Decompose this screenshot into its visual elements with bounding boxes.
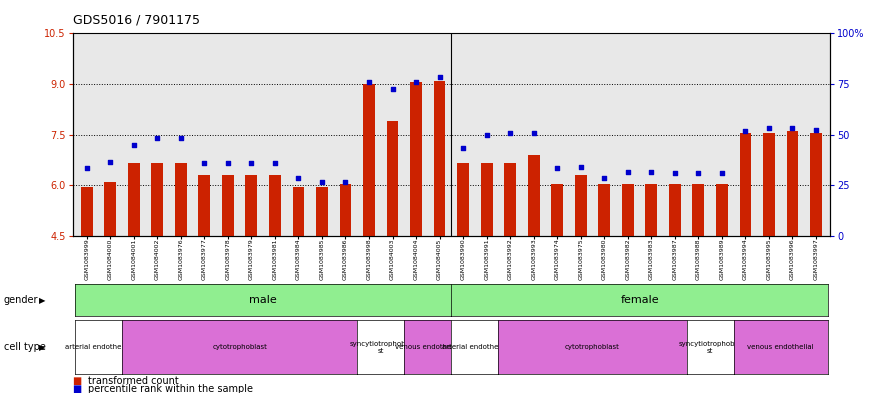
Bar [316, 187, 327, 236]
Point [597, 175, 612, 182]
Text: ■: ■ [73, 384, 81, 393]
Bar [340, 184, 351, 236]
Bar [810, 133, 822, 236]
Point [127, 141, 141, 148]
Point [150, 135, 165, 141]
Text: GDS5016 / 7901175: GDS5016 / 7901175 [73, 14, 200, 27]
Point [644, 169, 658, 175]
Point [691, 170, 705, 176]
Bar [645, 184, 658, 236]
Bar [245, 175, 258, 236]
Point [173, 135, 188, 141]
Text: percentile rank within the sample: percentile rank within the sample [88, 384, 253, 393]
Text: cytotrophoblast: cytotrophoblast [212, 344, 267, 350]
Bar [763, 133, 775, 236]
Text: syncytiotrophobla
st: syncytiotrophobla st [350, 340, 412, 354]
Bar [740, 133, 751, 236]
Bar [410, 82, 422, 236]
Text: ▶: ▶ [39, 343, 46, 351]
Bar [198, 175, 211, 236]
Point [268, 160, 282, 166]
Point [433, 74, 447, 81]
Text: cell type: cell type [4, 342, 45, 352]
Point [244, 160, 258, 166]
Text: female: female [620, 295, 658, 305]
Bar [622, 184, 634, 236]
Bar [787, 131, 798, 236]
Bar [175, 163, 187, 236]
Text: ▶: ▶ [39, 296, 46, 305]
Point [338, 179, 352, 185]
Bar [669, 184, 681, 236]
Point [480, 131, 494, 138]
Bar [598, 184, 610, 236]
Point [409, 79, 423, 85]
Bar [293, 187, 304, 236]
Point [291, 175, 305, 182]
Bar [481, 163, 493, 236]
Point [220, 160, 235, 166]
Point [715, 170, 729, 176]
Text: male: male [250, 295, 277, 305]
Point [738, 128, 752, 134]
Bar [222, 175, 234, 236]
Text: venous endothelial: venous endothelial [395, 344, 461, 350]
Text: venous endothelial: venous endothelial [748, 344, 814, 350]
Bar [575, 175, 587, 236]
Point [620, 169, 635, 175]
Point [573, 163, 588, 170]
Bar [127, 163, 140, 236]
Text: transformed count: transformed count [88, 376, 180, 386]
Point [386, 86, 400, 92]
Point [503, 130, 517, 136]
Bar [104, 182, 116, 236]
Bar [692, 184, 704, 236]
Text: gender: gender [4, 295, 38, 305]
Point [104, 158, 118, 165]
Point [785, 125, 799, 131]
Text: cytotrophoblast: cytotrophoblast [566, 344, 620, 350]
Point [197, 160, 212, 166]
Bar [151, 163, 163, 236]
Text: syncytiotrophobla
st: syncytiotrophobla st [679, 340, 742, 354]
Point [809, 127, 823, 133]
Point [80, 165, 94, 171]
Bar [387, 121, 398, 236]
Text: arterial endothelial: arterial endothelial [65, 344, 132, 350]
Bar [504, 163, 516, 236]
Point [762, 125, 776, 131]
Point [527, 130, 541, 136]
Bar [363, 84, 375, 236]
Bar [81, 187, 93, 236]
Point [315, 179, 329, 185]
Point [456, 145, 470, 151]
Bar [716, 184, 727, 236]
Text: arterial endothelial: arterial endothelial [442, 344, 508, 350]
Bar [527, 155, 540, 236]
Text: ■: ■ [73, 376, 81, 386]
Point [668, 170, 682, 176]
Bar [458, 163, 469, 236]
Bar [434, 81, 445, 236]
Bar [551, 184, 563, 236]
Point [550, 165, 565, 171]
Bar [269, 175, 281, 236]
Point [362, 79, 376, 85]
